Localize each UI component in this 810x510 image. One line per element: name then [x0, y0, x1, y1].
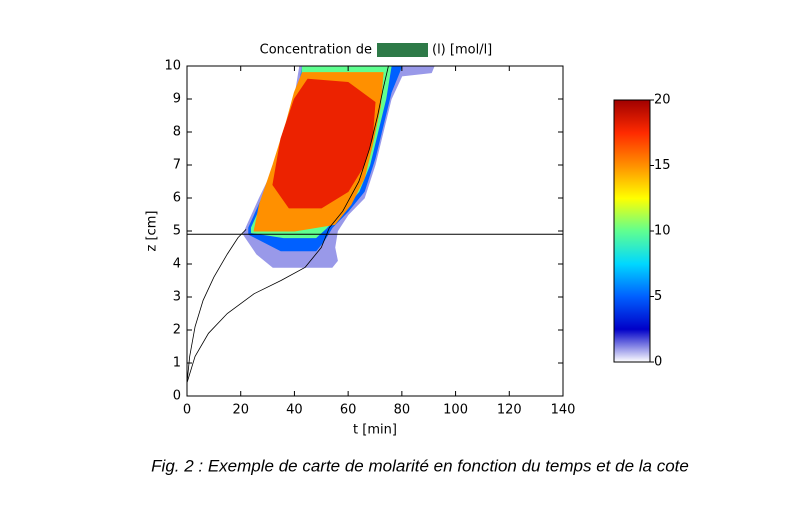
y-tick-label: 3	[173, 290, 181, 305]
x-tick-label: 0	[183, 403, 191, 418]
y-tick-label: 7	[173, 158, 181, 173]
redaction	[377, 43, 428, 57]
y-tick-label: 10	[164, 59, 181, 74]
y-axis-label: z [cm]	[145, 211, 160, 252]
colorbar-tick-label: 0	[654, 355, 662, 370]
x-tick-label: 100	[443, 403, 468, 418]
x-tick-label: 140	[551, 403, 576, 418]
colorbar-tick-label: 10	[654, 224, 671, 239]
y-tick-label: 1	[173, 356, 181, 371]
x-axis-label: t [min]	[353, 423, 397, 438]
x-tick-label: 40	[286, 403, 303, 418]
chart-title: Concentration de	[260, 43, 372, 58]
colorbar-tick-label: 5	[654, 289, 662, 304]
colorbar-tick-label: 20	[654, 93, 671, 108]
y-tick-label: 5	[173, 224, 181, 239]
x-tick-label: 20	[232, 403, 249, 418]
caption: Fig. 2 : Exemple de carte de molarité en…	[151, 456, 689, 475]
contour-field	[187, 66, 435, 383]
colorbar	[613, 99, 651, 363]
x-tick-label: 120	[497, 403, 522, 418]
y-tick-label: 0	[173, 389, 181, 404]
x-tick-label: 60	[340, 403, 357, 418]
y-tick-label: 2	[173, 323, 181, 338]
curve	[187, 66, 389, 383]
colorbar-tick-label: 15	[654, 158, 671, 173]
curve	[187, 229, 247, 383]
chart-title-suffix: (l) [mol/l]	[432, 43, 492, 58]
contour-region	[272, 78, 376, 209]
x-tick-label: 80	[394, 403, 411, 418]
y-tick-label: 4	[173, 257, 181, 272]
y-tick-label: 9	[173, 92, 181, 107]
y-tick-label: 8	[173, 125, 181, 140]
y-tick-label: 6	[173, 191, 181, 206]
